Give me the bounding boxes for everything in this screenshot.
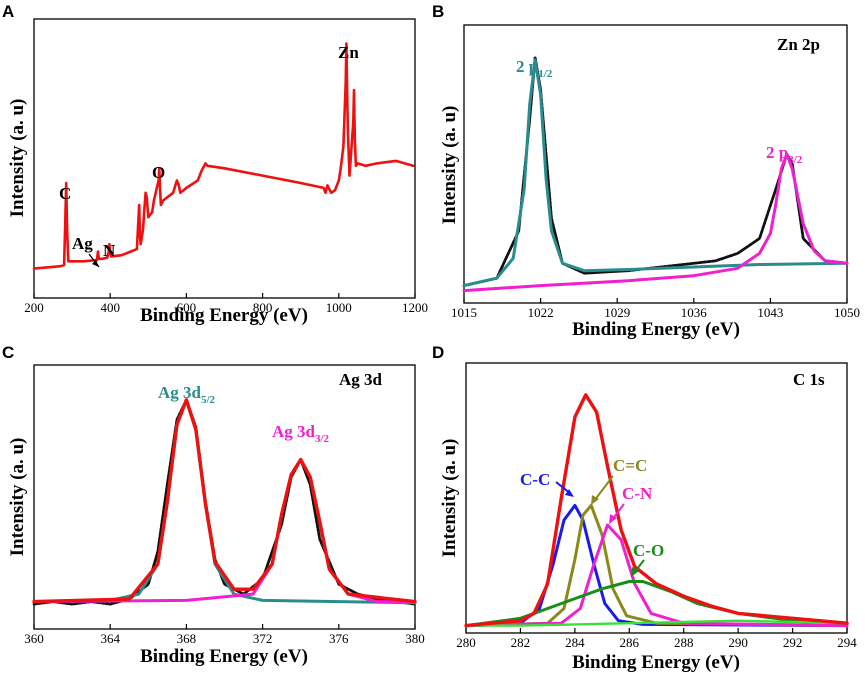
panel-d-cn-arrow-head <box>609 514 617 524</box>
x-tick-label: 1200 <box>402 300 428 315</box>
panel-d-title: C 1s <box>793 370 825 389</box>
panel-c: C 360 364 368 372 376 380 Binding Energy (eV)… <box>2 343 425 667</box>
x-tick-label: 364 <box>100 631 120 646</box>
x-tick-label: 368 <box>177 631 197 646</box>
panel-d-cc-arrow-head <box>565 489 574 497</box>
x-tick-label: 200 <box>24 300 44 315</box>
series-survey <box>32 42 415 270</box>
panel-d-label-cn: C-N <box>622 484 653 503</box>
panel-a-label-n: N <box>103 241 116 260</box>
panel-d-ceqc-arrow <box>593 475 614 502</box>
panel-d-frame <box>465 362 848 634</box>
panel-d-xlabel: Binding Energy (eV) <box>572 652 740 673</box>
panel-d: D 280 282 284 286 288 290 292 294 Binding Energ… <box>432 343 857 673</box>
x-tick-label: 284 <box>565 635 585 650</box>
panel-a-letter: A <box>2 2 14 21</box>
x-tick-label: 290 <box>728 635 748 650</box>
panel-d-label-co: C-O <box>633 541 664 560</box>
panel-c-xlabel: Binding Energy (eV) <box>140 646 308 667</box>
panel-b-xlabel: Binding Energy (eV) <box>572 319 740 340</box>
panel-b-label-2p32: 2 p3/2 <box>766 143 803 166</box>
x-tick-label: 1022 <box>528 305 554 320</box>
panel-a-xlabel: Binding Energy (eV) <box>140 305 308 326</box>
series-2-p3-2 <box>462 152 849 293</box>
series-c-n <box>464 523 849 628</box>
panel-a-label-o: O <box>152 163 165 182</box>
panel-a-label-zn: Zn <box>338 43 359 62</box>
panel-a-ylabel: Intensity (a. u) <box>7 99 28 218</box>
x-tick-label: 380 <box>405 631 425 646</box>
panel-b-ticks: 1015 1022 1029 1036 1043 1050 <box>451 298 860 320</box>
x-tick-label: 286 <box>620 635 640 650</box>
x-tick-label: 1000 <box>326 300 352 315</box>
x-tick-label: 600 <box>177 300 197 315</box>
panel-a-series <box>32 42 415 270</box>
series-raw-data <box>462 55 849 287</box>
series-c-c <box>464 503 849 628</box>
panel-d-label-cc: C-C <box>520 470 550 489</box>
panel-d-ceqc-arrow-head <box>591 495 599 505</box>
panel-d-ylabel: Intensity (a. u) <box>439 439 460 558</box>
panel-a-ticks: 200 400 600 800 1000 1200 <box>24 293 428 315</box>
panel-c-ylabel: Intensity (a. u) <box>7 438 28 557</box>
x-tick-label: 372 <box>253 631 273 646</box>
series-raw-data <box>464 393 849 627</box>
panel-c-ticks: 360 364 368 372 376 380 <box>24 624 425 646</box>
panel-c-label-3d32: Ag 3d3/2 <box>272 422 330 445</box>
x-tick-label: 400 <box>100 300 120 315</box>
panel-a-label-c: C <box>59 184 71 203</box>
x-tick-label: 1029 <box>604 305 630 320</box>
series-2-p1-2 <box>462 58 849 288</box>
panel-a-ag-arrow-head <box>92 260 99 267</box>
panel-d-series <box>464 393 849 628</box>
panel-d-ticks: 280 282 284 286 288 290 292 294 <box>456 628 857 650</box>
x-tick-label: 360 <box>24 631 44 646</box>
x-tick-label: 1050 <box>834 305 860 320</box>
x-tick-label: 376 <box>329 631 349 646</box>
panel-b-label-2p12: 2 p1/2 <box>516 57 553 80</box>
panel-b-frame <box>463 24 848 304</box>
panel-b-letter: B <box>432 2 444 21</box>
x-tick-label: 294 <box>837 635 857 650</box>
x-tick-label: 292 <box>783 635 803 650</box>
x-tick-label: 282 <box>511 635 531 650</box>
x-tick-label: 1036 <box>681 305 708 320</box>
x-tick-label: 280 <box>456 635 476 650</box>
series-envelope <box>464 393 849 628</box>
x-tick-label: 1015 <box>451 305 477 320</box>
x-tick-label: 288 <box>674 635 694 650</box>
panel-a-label-ag: Ag <box>72 234 93 253</box>
panel-c-letter: C <box>2 343 14 362</box>
panel-b-title: Zn 2p <box>777 35 820 54</box>
panel-b-ylabel: Intensity (a. u) <box>439 106 460 225</box>
series-c-c <box>464 503 849 628</box>
panel-d-label-ceqc: C=C <box>613 456 647 475</box>
series-envelope <box>32 398 417 604</box>
panel-c-series <box>32 398 417 606</box>
panel-a: A 200 400 600 800 1000 1200 Binding Energy (e… <box>2 2 428 326</box>
panel-b-series <box>462 55 849 293</box>
panel-c-title: Ag 3d <box>339 370 383 389</box>
panel-c-label-3d52: Ag 3d5/2 <box>158 383 216 406</box>
panel-d-letter: D <box>432 343 444 362</box>
panel-a-frame <box>33 18 416 299</box>
panel-c-frame <box>33 364 416 630</box>
panel-b: B 1015 1022 1029 1036 1043 1050 Binding Energ… <box>432 2 860 340</box>
panel-d-co-arrow-head <box>631 567 639 577</box>
series-ag-3d5-2 <box>32 398 417 605</box>
x-tick-label: 1043 <box>757 305 783 320</box>
series-background <box>464 619 849 627</box>
x-tick-label: 800 <box>253 300 273 315</box>
